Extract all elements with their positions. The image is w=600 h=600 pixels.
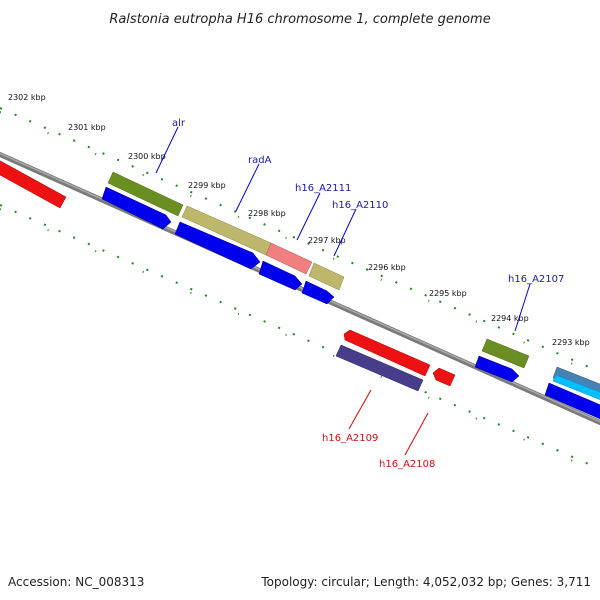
cds-feature-alr <box>101 186 172 230</box>
cds-feature-right <box>544 382 600 420</box>
gene-label-radA: radA <box>248 155 272 166</box>
cds-feature-h16-A2111 <box>258 260 303 291</box>
gene-feature-left-red <box>0 160 67 209</box>
genome-stats-label: Topology: circular; Length: 4,052,032 bp… <box>260 575 591 589</box>
gene-feature-h16-A2107 <box>481 338 530 369</box>
gene-label-h16-A2110: h16_A2110 <box>332 200 388 211</box>
tick-label-2300: 2300 kbp <box>128 152 166 161</box>
cds-feature-radA <box>174 221 261 270</box>
gene-label-alr: alr <box>172 118 186 129</box>
tick-label-2301: 2301 kbp <box>68 123 106 132</box>
tick-label-2302: 2302 kbp <box>8 93 46 102</box>
tick-label-2297: 2297 kbp <box>308 236 346 245</box>
map-title: Ralstonia eutropha H16 chromosome 1, com… <box>109 12 490 27</box>
tick-label-2294: 2294 kbp <box>491 314 529 323</box>
tick-label-2295: 2295 kbp <box>429 289 467 298</box>
tick-label-2293: 2293 kbp <box>552 338 590 347</box>
gene-label-h16-A2108: h16_A2108 <box>379 459 435 470</box>
tick-ring-inner <box>0 204 600 474</box>
gene-feature-h16-A2108 <box>432 367 456 387</box>
gene-features <box>0 160 600 420</box>
tick-label-2299: 2299 kbp <box>188 181 226 190</box>
cds-feature-h16-A2110 <box>301 280 335 305</box>
gene-feature-alr <box>107 171 184 217</box>
tick-label-2296: 2296 kbp <box>368 263 406 272</box>
gene-feature-right-cyan <box>552 374 600 400</box>
gene-label-h16-A2107: h16_A2107 <box>508 274 564 285</box>
accession-label: Accession: NC_008313 <box>8 575 144 589</box>
label-leaders <box>155 126 531 456</box>
gene-label-h16-A2111: h16_A2111 <box>295 183 351 194</box>
gene-feature-h16-A2109 <box>335 344 424 392</box>
gene-label-h16-A2109: h16_A2109 <box>322 433 378 444</box>
gene-feature-h16-A2111 <box>265 242 313 275</box>
tick-label-2298: 2298 kbp <box>248 209 286 218</box>
tick-ring-outer <box>0 107 600 377</box>
gene-feature-h16-A2109-cds <box>343 329 431 377</box>
cds-feature-h16-A2107 <box>474 355 520 383</box>
gene-feature-h16-A2110 <box>308 262 345 291</box>
